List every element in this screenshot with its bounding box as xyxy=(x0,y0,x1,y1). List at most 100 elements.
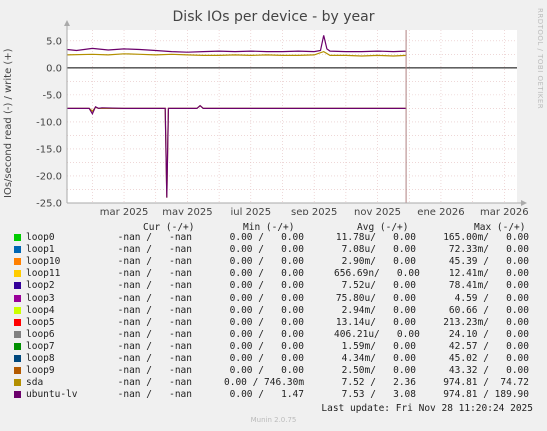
legend-cur-value: -nan / -nan xyxy=(117,292,192,304)
legend-series-name: loop4 xyxy=(26,304,55,316)
legend-swatch xyxy=(14,379,21,387)
legend-row: sda -nan / -nan 0.00 / 746.30m 7.52 / 2.36 9… xyxy=(14,377,534,389)
legend-min-value: 0.00 / 0.00 xyxy=(229,244,304,256)
legend-swatch xyxy=(14,246,21,254)
legend-min-value: 0.00 / 0.00 xyxy=(229,365,304,377)
legend-swatch xyxy=(14,391,21,399)
legend-max-value: 42.57 / 0.00 xyxy=(448,340,529,352)
legend-series-name: sda xyxy=(26,377,44,389)
legend-avg-value: 1.59m/ 0.00 xyxy=(341,340,416,352)
x-tick-label: may 2025 xyxy=(162,207,212,215)
legend-min-value: 0.00 / 0.00 xyxy=(229,256,304,268)
legend-swatch xyxy=(14,282,21,290)
x-tick-label: mar 2025 xyxy=(100,207,149,215)
chart-title: Disk IOs per device - by year xyxy=(172,9,375,25)
legend-swatch xyxy=(14,330,21,338)
legend-cur-value: -nan / -nan xyxy=(117,304,192,316)
y-axis-arrow xyxy=(64,20,70,26)
legend-row: loop11 -nan / -nan 0.00 / 0.00 656.69n/ 0.0… xyxy=(14,268,534,280)
y-tick-label: -15.0 xyxy=(36,144,62,155)
y-tick-label: 5.0 xyxy=(46,36,62,47)
legend-series-name: loop9 xyxy=(26,365,55,377)
legend-avg-value: 656.69n/ 0.00 xyxy=(334,268,420,280)
legend-cur-value: -nan / -nan xyxy=(117,377,192,389)
legend-avg-value: 4.34m/ 0.00 xyxy=(341,353,416,364)
legend-swatch xyxy=(14,367,21,375)
legend-swatch xyxy=(14,318,21,326)
legend-max-value: 213.23m/ 0.00 xyxy=(443,316,529,328)
legend-row: loop8 -nan / -nan 0.00 / 0.00 4.34m/ 0.00 45… xyxy=(14,353,534,365)
legend-series-name: loop8 xyxy=(26,353,55,364)
legend-avg-value: 13.14u/ 0.00 xyxy=(335,316,416,328)
legend-row: loop10 -nan / -nan 0.00 / 0.00 2.90m/ 0.00 4… xyxy=(14,256,534,268)
legend-avg-value: 406.21u/ 0.00 xyxy=(334,328,420,340)
legend-row: loop2 -nan / -nan 0.00 / 0.00 7.52u/ 0.00 78… xyxy=(14,280,534,292)
legend-cur-value: -nan / -nan xyxy=(117,353,192,364)
legend-row: loop5 -nan / -nan 0.00 / 0.00 13.14u/ 0.00 2… xyxy=(14,317,534,329)
legend-swatch xyxy=(14,294,21,302)
legend-header-cur: Cur (-/+) xyxy=(143,222,195,233)
plot-area xyxy=(67,30,517,203)
legend-avg-value: 7.52 / 2.36 xyxy=(341,377,416,389)
legend-avg-value: 2.94m/ 0.00 xyxy=(341,304,416,316)
legend-max-value: 165.00m/ 0.00 xyxy=(443,232,529,243)
legend-series-name: loop5 xyxy=(26,316,55,328)
legend-max-value: 974.81 / 189.90 xyxy=(443,389,529,401)
legend-max-value: 45.39 / 0.00 xyxy=(448,256,529,268)
legend-cur-value: -nan / -nan xyxy=(117,340,192,352)
last-update: Last update: Fri Nov 28 11:20:24 2025 xyxy=(321,403,533,414)
legend-avg-value: 2.90m/ 0.00 xyxy=(341,256,416,268)
legend-max-value: 24.10 / 0.00 xyxy=(448,328,529,340)
legend-max-value: 45.02 / 0.00 xyxy=(448,353,529,364)
y-tick-label: -20.0 xyxy=(36,171,62,182)
legend-series-name: loop6 xyxy=(26,328,55,340)
legend-min-value: 0.00 / 0.00 xyxy=(229,292,304,304)
x-tick-label: jul 2025 xyxy=(230,207,272,215)
y-tick-label: -25.0 xyxy=(36,199,62,210)
legend-swatch xyxy=(14,258,21,266)
legend-min-value: 0.00 / 0.00 xyxy=(229,232,304,243)
legend-row: ubuntu-lv -nan / -nan 0.00 / 1.47 7.53 / 3.… xyxy=(14,389,534,401)
legend-row: loop1 -nan / -nan 0.00 / 0.00 7.08u/ 0.00 72… xyxy=(14,244,534,256)
series-line-sda xyxy=(66,50,407,57)
legend-max-value: 72.33m/ 0.00 xyxy=(448,244,529,256)
legend-row: loop9 -nan / -nan 0.00 / 0.00 2.50m/ 0.00 43… xyxy=(14,365,534,377)
y-tick-label: 0.0 xyxy=(46,63,62,74)
legend-series-name: loop11 xyxy=(26,268,61,280)
legend-row: loop3 -nan / -nan 0.00 / 0.00 75.80u/ 0.00 4… xyxy=(14,293,534,305)
legend-series-name: loop1 xyxy=(26,244,55,256)
legend-avg-value: 75.80u/ 0.00 xyxy=(335,292,416,304)
legend-min-value: 0.00 / 0.00 xyxy=(229,353,304,364)
legend-avg-value: 7.08u/ 0.00 xyxy=(341,244,416,256)
legend-cur-value: -nan / -nan xyxy=(117,232,192,243)
legend-row: loop6 -nan / -nan 0.00 / 0.00 406.21u/ 0.00… xyxy=(14,329,534,341)
chart-plot: 5.0 0.0 -5.0 -10.0 -15.0 -20.0 -25.0 mar 2025 ma… xyxy=(36,20,529,215)
legend-cur-value: -nan / -nan xyxy=(117,244,192,256)
legend-series-name: loop0 xyxy=(26,232,55,243)
legend-avg-value: 11.78u/ 0.00 xyxy=(335,232,416,243)
legend-avg-value: 7.53 / 3.08 xyxy=(341,389,416,401)
legend-cur-value: -nan / -nan xyxy=(117,256,192,268)
y-tick-label: -5.0 xyxy=(42,90,62,101)
x-tick-label: nov 2025 xyxy=(354,207,401,215)
legend-max-value: 4.59 / 0.00 xyxy=(454,292,529,304)
series-line-ubuntu-lv xyxy=(66,35,407,53)
legend-row: loop4 -nan / -nan 0.00 / 0.00 2.94m/ 0.00 60… xyxy=(14,305,534,317)
legend-series-name: loop3 xyxy=(26,292,55,304)
legend-min-value: 0.00 / 0.00 xyxy=(229,304,304,316)
legend-avg-value: 7.52u/ 0.00 xyxy=(341,280,416,292)
legend-min-value: 0.00 / 746.30m xyxy=(224,377,305,389)
legend-min-value: 0.00 / 0.00 xyxy=(229,340,304,352)
legend-min-value: 0.00 / 0.00 xyxy=(229,328,304,340)
y-tick-label: -10.0 xyxy=(36,117,62,128)
legend-cur-value: -nan / -nan xyxy=(117,316,192,328)
munin-version: Munin 2.0.75 xyxy=(250,416,297,424)
legend-min-value: 0.00 / 0.00 xyxy=(229,268,304,280)
legend-min-value: 0.00 / 0.00 xyxy=(229,316,304,328)
legend-max-value: 60.66 / 0.00 xyxy=(448,304,529,316)
legend-series-name: loop7 xyxy=(26,340,55,352)
legend-cur-value: -nan / -nan xyxy=(117,365,192,377)
x-tick-label: sep 2025 xyxy=(291,207,337,215)
legend-avg-value: 2.50m/ 0.00 xyxy=(341,365,416,377)
legend-swatch xyxy=(14,306,21,314)
